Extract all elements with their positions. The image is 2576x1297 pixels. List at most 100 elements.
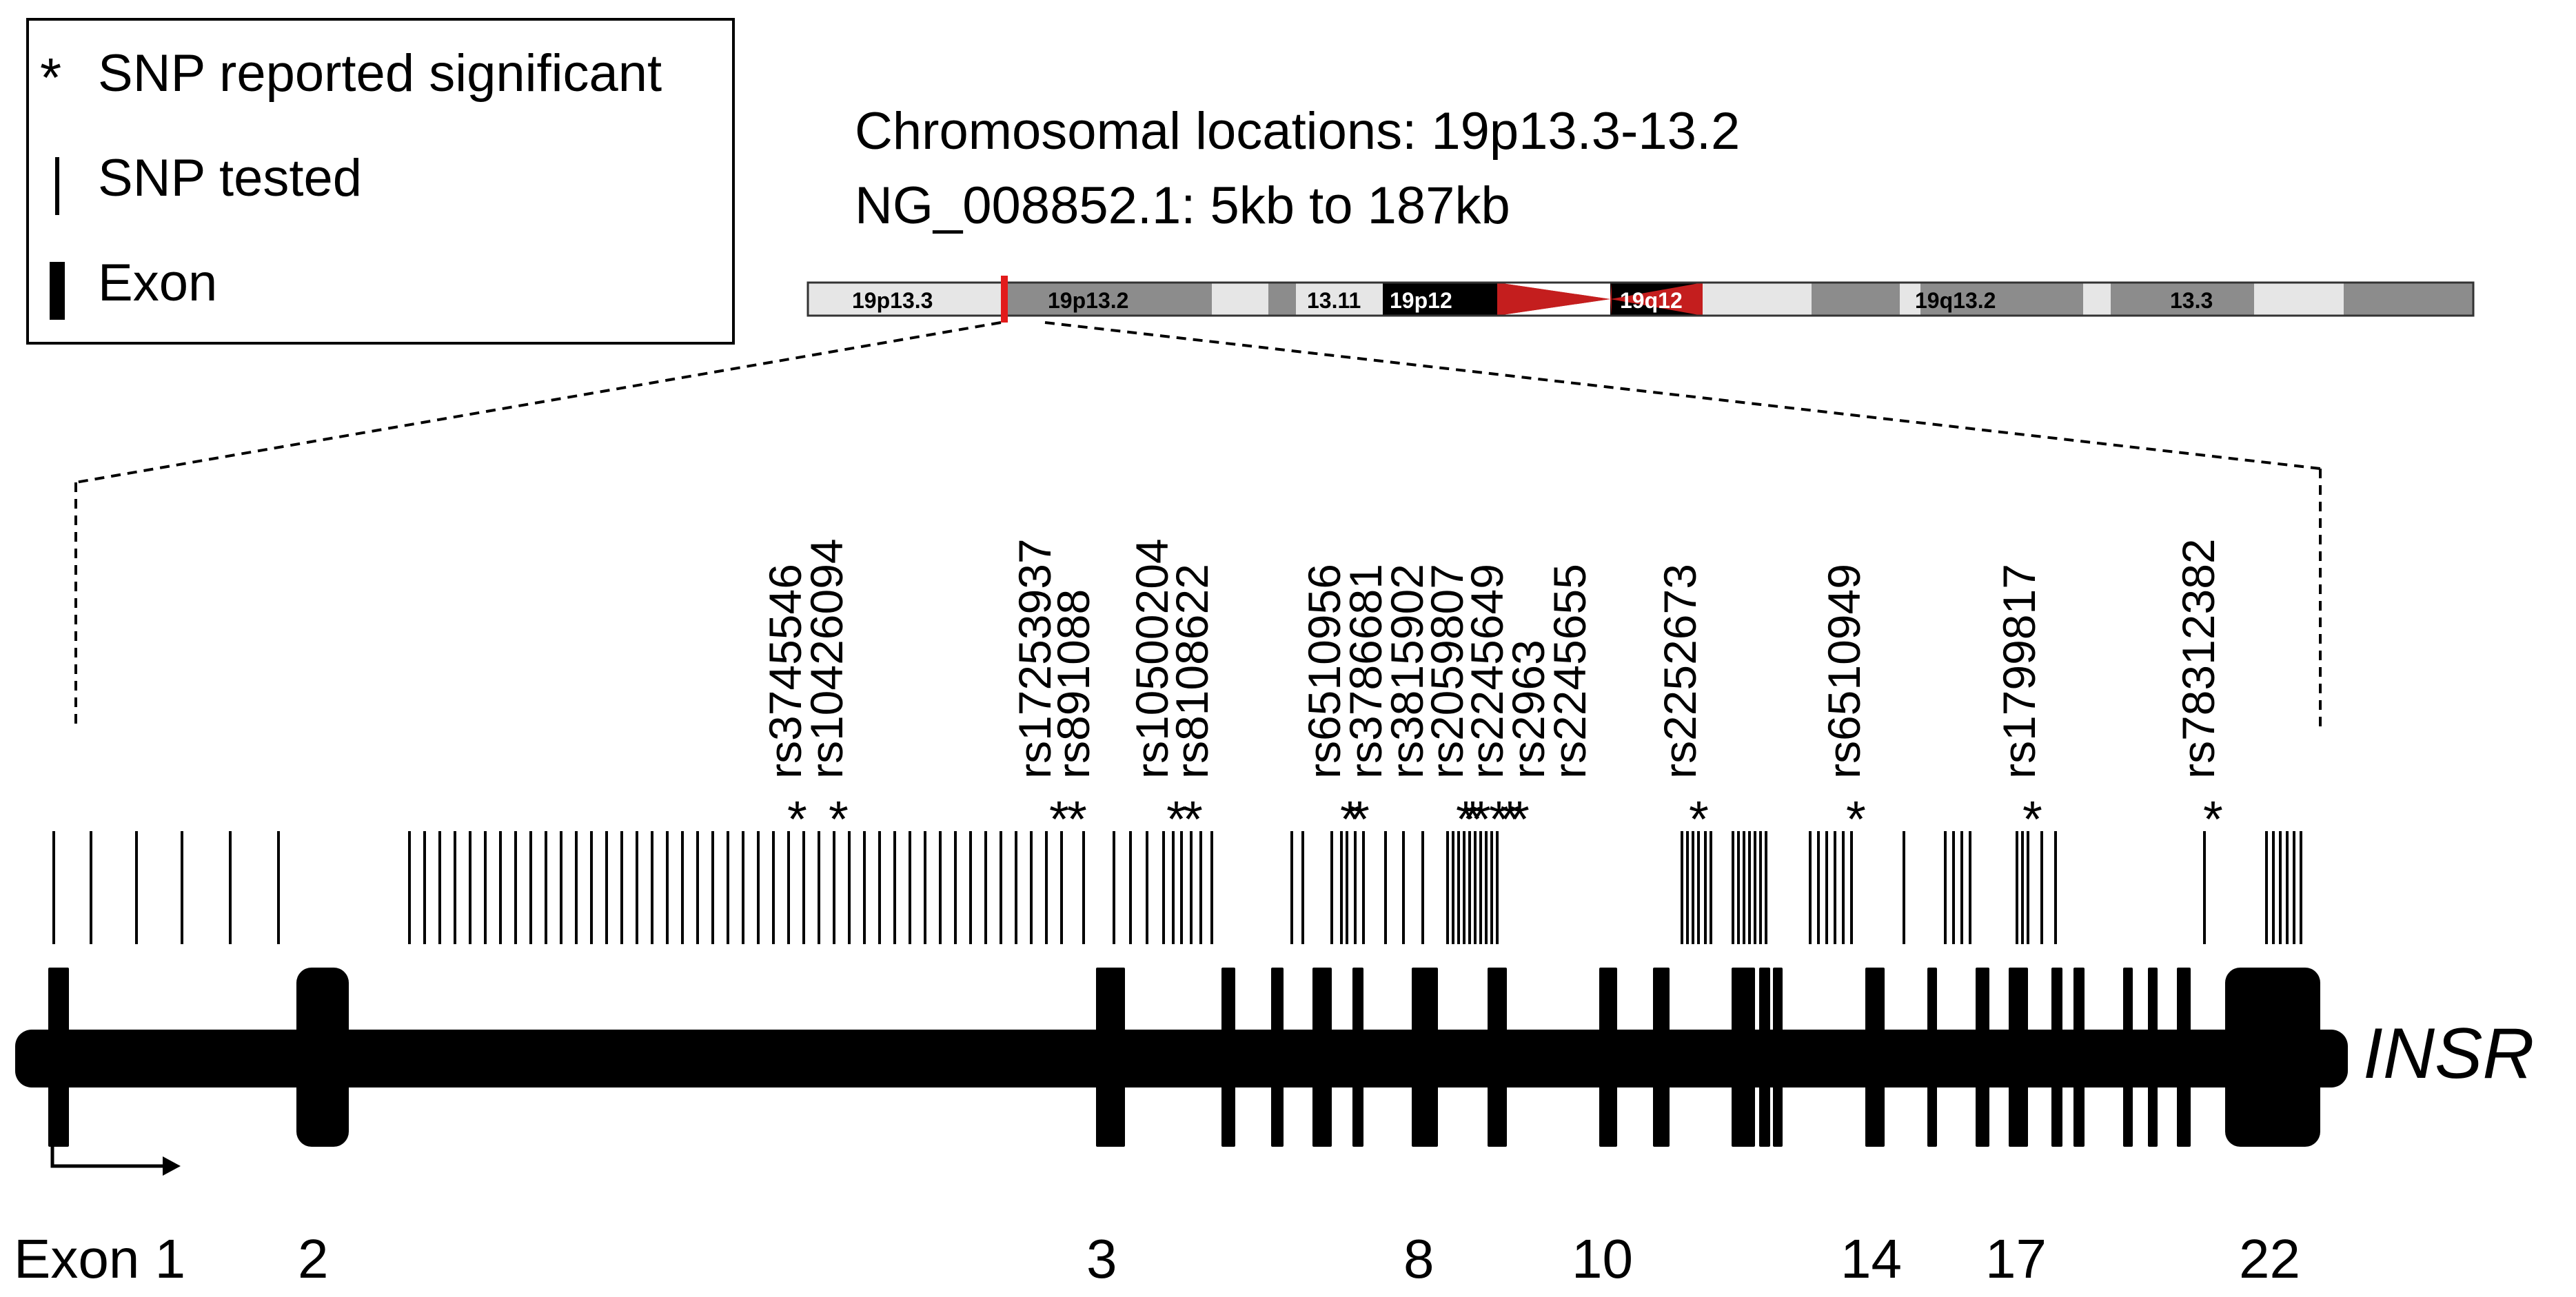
snp-tick: [469, 831, 471, 944]
refseq-range-text: NG_008852.1: 5kb to 187kb: [855, 176, 1510, 235]
band-label: 19q13.2: [1915, 288, 1996, 313]
band-label: 19p13.3: [852, 288, 933, 313]
snp-tick: [1697, 831, 1700, 944]
ideogram-outline: [807, 281, 2475, 317]
legend-asterisk-symbol: *: [40, 47, 61, 108]
snp-tick: [277, 831, 280, 944]
snp-tick: [545, 831, 547, 944]
legend-snp-tested-symbol: [55, 157, 59, 215]
snp-tick: [438, 831, 441, 944]
significant-asterisk: *: [2022, 790, 2042, 848]
band-q13-3: [2111, 283, 2254, 316]
snp-tick: [52, 831, 55, 944]
legend-exon-symbol: [50, 262, 65, 320]
exon-number-label: 2: [298, 1228, 329, 1289]
legend-snp-tested-label: SNP tested: [98, 149, 362, 207]
exon-block: [1653, 968, 1670, 1147]
band-segment: [1212, 283, 1268, 316]
exon-block: [1773, 968, 1783, 1147]
snp-tick: [590, 831, 593, 944]
snp-label: rs2963: [1503, 640, 1554, 779]
snp-tick: [1952, 831, 1955, 944]
snp-tick: [1180, 831, 1183, 944]
snp-tick: [1692, 831, 1694, 944]
snp-tick: [2040, 831, 2043, 944]
exon-block: [1488, 968, 1507, 1147]
snp-tick: [1340, 831, 1343, 944]
band-label: 13.11: [1307, 288, 1361, 313]
snp-label: rs17253937: [1009, 538, 1060, 779]
snp-tick: [2016, 831, 2018, 944]
snp-tick: [818, 831, 820, 944]
snp-tick: [135, 831, 138, 944]
snp-label: rs2245655: [1544, 564, 1595, 779]
band-p13-3: [808, 283, 1008, 316]
exon-block: [1096, 968, 1125, 1147]
exon-block: [1599, 968, 1617, 1147]
exon-block: [1312, 968, 1332, 1147]
snp-tick: [2054, 831, 2057, 944]
snp-tick: [181, 831, 183, 944]
exon-block: [48, 968, 69, 1147]
snp-tick: [2300, 831, 2302, 944]
snp-tick: [1362, 831, 1365, 944]
band-p13-2: [1008, 283, 1212, 316]
significant-asterisk: *: [1340, 790, 1360, 848]
snp-tick: [1834, 831, 1836, 944]
snp-label: rs2252673: [1654, 564, 1705, 779]
exon-block: [1732, 968, 1755, 1147]
exon-block: [2009, 968, 2028, 1147]
snp-tick: [1765, 831, 1767, 944]
snp-tick: [2027, 831, 2029, 944]
band-label: 19p12: [1390, 288, 1452, 313]
band-q13-2: [1920, 283, 2083, 316]
snp-label: rs10426094: [801, 538, 852, 779]
transcription-start-arrow: [50, 1133, 172, 1168]
snp-tick: [969, 831, 972, 944]
band-label: 19p13.2: [1048, 288, 1128, 313]
snp-tick: [1030, 831, 1033, 944]
snp-tick: [90, 831, 92, 944]
snp-tick: [1015, 831, 1017, 944]
snp-label: rs2059807: [1421, 564, 1472, 779]
snp-tick: [727, 831, 729, 944]
snp-tick: [1754, 831, 1756, 944]
zoom-lines: [74, 321, 2322, 731]
snp-tick: [1809, 831, 1812, 944]
snp-tick: [1146, 831, 1148, 944]
snp-tick: [1468, 831, 1471, 944]
snp-tick: [2203, 831, 2206, 944]
snp-tick: [1199, 831, 1202, 944]
snp-label: rs8108622: [1166, 564, 1217, 779]
exon-number-label: 8: [1403, 1228, 1434, 1289]
snp-tick: [742, 831, 744, 944]
exon-block: [1221, 968, 1235, 1147]
snp-tick: [802, 831, 805, 944]
significant-asterisk: *: [2203, 790, 2223, 848]
exon-block: [2073, 968, 2085, 1147]
exon-block: [1865, 968, 1885, 1147]
snp-tick: [878, 831, 881, 944]
snp-tick: [666, 831, 669, 944]
snp-tick: [1686, 831, 1689, 944]
snp-tick: [954, 831, 957, 944]
snp-tick: [1960, 831, 1963, 944]
snp-tick: [2021, 831, 2024, 944]
snp-tick: [636, 831, 638, 944]
snp-label: rs3815902: [1381, 564, 1432, 779]
snp-tick: [2286, 831, 2289, 944]
snp-label: rs3745546: [760, 564, 811, 779]
band-label: 13.3: [2170, 288, 2213, 313]
snp-tick: [1421, 831, 1424, 944]
snp-label: rs1799817: [1994, 564, 2045, 779]
exon-block: [2123, 968, 2133, 1147]
snp-tick: [2272, 831, 2275, 944]
snp-label: rs6510949: [1818, 564, 1869, 779]
snp-tick: [454, 831, 456, 944]
gene-backbone: [15, 1030, 2348, 1087]
snp-tick: [651, 831, 653, 944]
snp-tick: [1704, 831, 1707, 944]
significant-asterisk: *: [829, 790, 849, 848]
snp-tick: [1446, 831, 1449, 944]
snp-tick: [833, 831, 835, 944]
